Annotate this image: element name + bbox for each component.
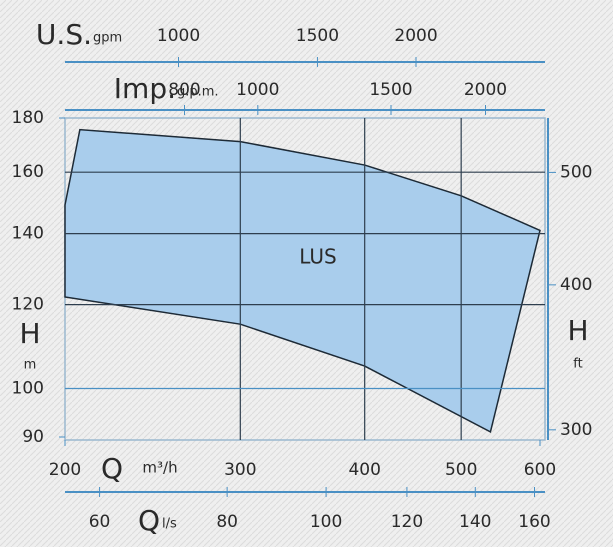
ls-tick-label: 160 xyxy=(518,512,550,532)
y-tick-label: 160 xyxy=(12,162,44,182)
y-tick-label: 120 xyxy=(12,295,44,315)
y-tick-label: 100 xyxy=(12,379,44,399)
us-gpm-axis-unit: gpm xyxy=(93,31,122,46)
ls-tick-label: 100 xyxy=(310,512,342,532)
x-tick-label: 300 xyxy=(224,460,256,480)
x-tick-label: 200 xyxy=(49,460,81,480)
ft-axis-label: H xyxy=(567,314,588,347)
y-tick-label: 180 xyxy=(12,108,44,128)
x-tick-label: 400 xyxy=(348,460,380,480)
ls-axis-label: Q xyxy=(138,504,160,537)
ls-tick-label: 120 xyxy=(391,512,423,532)
ft-tick-label: 500 xyxy=(560,162,592,182)
y-tick-label: 140 xyxy=(12,224,44,244)
imp-gpm-axis-unit: g.p.m. xyxy=(177,85,219,100)
x-axis-unit: m³/h xyxy=(142,459,177,477)
imp-gpm-tick-label: 1500 xyxy=(369,80,412,100)
x-tick-label: 500 xyxy=(445,460,477,480)
ls-tick-label: 140 xyxy=(459,512,491,532)
y-tick-label: 90 xyxy=(22,427,44,447)
ft-tick-label: 300 xyxy=(560,420,592,440)
imp-gpm-tick-label: 2000 xyxy=(464,80,507,100)
ft-axis-unit: ft xyxy=(573,357,582,372)
area xyxy=(64,128,541,434)
ft-tick-label: 400 xyxy=(560,275,592,295)
x-axis-label: Q xyxy=(101,452,123,485)
imp-gpm-axis-label: Imp. xyxy=(114,72,176,105)
ls-axis-unit: l/s xyxy=(162,517,177,532)
imp-gpm-tick-label: 1000 xyxy=(236,80,279,100)
ls-tick-label: 80 xyxy=(216,512,238,532)
x-tick-label: 600 xyxy=(524,460,556,480)
ls-tick-label: 60 xyxy=(89,512,111,532)
us-gpm-axis-label: U.S. xyxy=(36,18,92,51)
us-gpm-tick-label: 1500 xyxy=(296,26,339,46)
imp-gpm-tick-label: 800 xyxy=(168,80,200,100)
series-label: LUS xyxy=(299,245,336,269)
us-gpm-tick-label: 1000 xyxy=(157,26,200,46)
y-axis-unit: m xyxy=(24,358,37,373)
y-axis-label: H xyxy=(19,317,40,350)
us-gpm-tick-label: 2000 xyxy=(394,26,437,46)
